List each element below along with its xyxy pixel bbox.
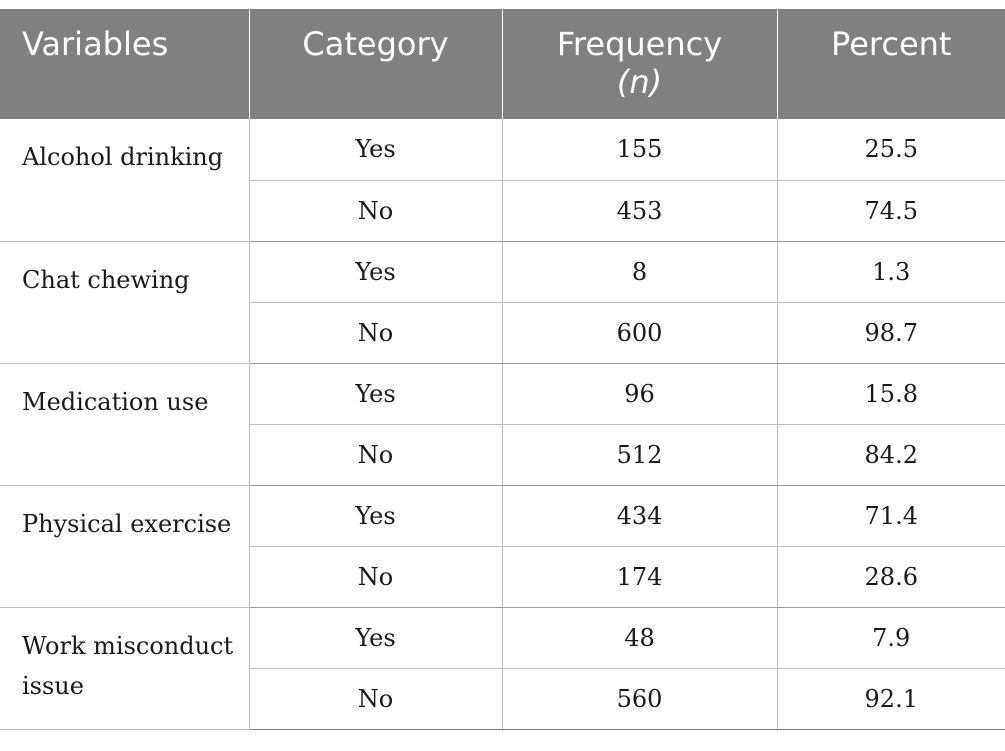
variable-cell: Medication use <box>0 363 249 486</box>
variable-cell: Physical exercise <box>0 485 249 608</box>
percent-cell: 92.1 <box>776 668 1005 730</box>
percent-cell: 74.5 <box>776 180 1005 242</box>
frequency-cell: 155 <box>501 119 777 181</box>
header-row: Variables Category Frequency (n) Percent <box>0 9 1005 119</box>
variable-cell: Work misconduct issue <box>0 607 249 730</box>
percent-cell: 71.4 <box>776 485 1005 547</box>
header-category: Category <box>248 9 502 119</box>
header-percent: Percent <box>776 9 1005 119</box>
table-row: No 174 28.6 <box>0 546 1005 608</box>
percent-cell: 1.3 <box>776 241 1005 303</box>
header-category-label: Category <box>302 25 449 63</box>
frequency-cell: 453 <box>501 180 777 242</box>
frequency-table: Variables Category Frequency (n) Percent <box>0 9 1005 730</box>
header-frequency-wrap: Frequency (n) <box>503 9 777 101</box>
header-frequency-n: (n) <box>616 63 663 101</box>
frequency-cell: 48 <box>501 607 777 669</box>
percent-cell: 28.6 <box>776 546 1005 608</box>
frequency-cell: 8 <box>501 241 777 303</box>
percent-cell: 98.7 <box>776 302 1005 364</box>
frequency-cell: 600 <box>501 302 777 364</box>
category-cell: Yes <box>248 363 502 425</box>
table-row: Physical exercise Yes 434 71.4 <box>0 485 1005 608</box>
frequency-cell: 96 <box>501 363 777 425</box>
table-row: No 453 74.5 <box>0 180 1005 242</box>
category-cell: Yes <box>248 119 502 181</box>
percent-cell: 25.5 <box>776 119 1005 181</box>
table-row: Alcohol drinking Yes 155 25.5 <box>0 119 1005 242</box>
category-cell: Yes <box>248 485 502 547</box>
header-variables: Variables <box>0 9 249 119</box>
table-row: Medication use Yes 96 15.8 <box>0 363 1005 486</box>
table-row: No 600 98.7 <box>0 302 1005 364</box>
category-cell: No <box>248 180 502 242</box>
category-cell: Yes <box>248 241 502 303</box>
data-table-container: Variables Category Frequency (n) Percent <box>0 9 1005 730</box>
category-cell: No <box>248 668 502 730</box>
table-row: No 512 84.2 <box>0 424 1005 486</box>
category-cell: No <box>248 424 502 486</box>
variable-cell: Alcohol drinking <box>0 119 249 242</box>
table-row: No 560 92.1 <box>0 668 1005 730</box>
percent-cell: 15.8 <box>776 363 1005 425</box>
frequency-cell: 512 <box>501 424 777 486</box>
header-variables-label: Variables <box>22 25 169 63</box>
category-cell: No <box>248 302 502 364</box>
table-body: Alcohol drinking Yes 155 25.5 No 453 74.… <box>0 119 1005 730</box>
category-cell: No <box>248 546 502 608</box>
percent-cell: 84.2 <box>776 424 1005 486</box>
table-row: Chat chewing Yes 8 1.3 <box>0 241 1005 364</box>
frequency-cell: 560 <box>501 668 777 730</box>
header-frequency-label: Frequency <box>556 25 723 63</box>
category-cell: Yes <box>248 607 502 669</box>
variable-cell: Chat chewing <box>0 241 249 364</box>
frequency-cell: 174 <box>501 546 777 608</box>
frequency-cell: 434 <box>501 485 777 547</box>
header-percent-label: Percent <box>831 25 952 63</box>
header-frequency: Frequency (n) <box>501 9 777 119</box>
table-row: Work misconduct issue Yes 48 7.9 <box>0 607 1005 730</box>
percent-cell: 7.9 <box>776 607 1005 669</box>
table-header: Variables Category Frequency (n) Percent <box>0 9 1005 119</box>
